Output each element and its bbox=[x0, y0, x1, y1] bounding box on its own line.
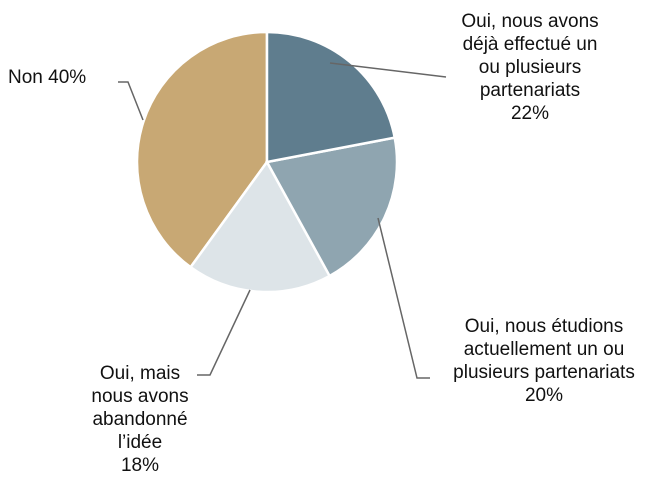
slice-label: Oui, nous étudions actuellement un ou pl… bbox=[424, 315, 663, 407]
value-label: 40% bbox=[48, 67, 87, 88]
leader-line bbox=[197, 289, 251, 376]
value-label: 18% bbox=[120, 455, 160, 476]
slice-label: Oui, nous avons déjà effectué un ou plus… bbox=[455, 10, 605, 125]
category-label: Oui, mais nous avons abandonné l’idée bbox=[91, 363, 189, 453]
value-label: 20% bbox=[524, 385, 564, 406]
slice-label: Oui, mais nous avons abandonné l’idée 18… bbox=[78, 362, 202, 477]
category-label: Oui, nous étudions actuellement un ou pl… bbox=[453, 316, 635, 383]
slice-label: Non 40% bbox=[8, 66, 86, 89]
value-label: 22% bbox=[510, 103, 550, 124]
category-label: Non bbox=[8, 67, 43, 88]
pie-slice bbox=[135, 30, 269, 269]
leader-line bbox=[377, 217, 430, 379]
pie-slice bbox=[265, 136, 399, 278]
pie-slice bbox=[188, 159, 332, 294]
leader-line bbox=[329, 62, 447, 78]
leader-line bbox=[118, 81, 144, 121]
pie-slice bbox=[265, 30, 397, 164]
category-label: Oui, nous avons déjà effectué un ou plus… bbox=[461, 11, 599, 101]
